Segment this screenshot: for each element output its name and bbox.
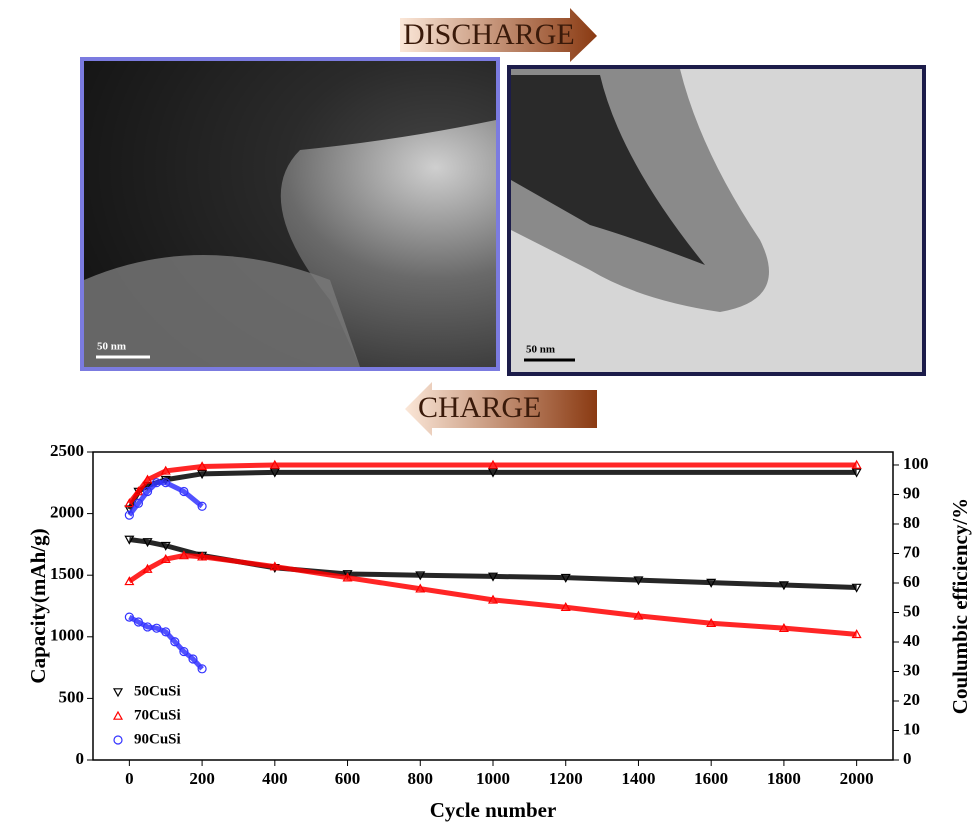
y2-tick-label: 70: [903, 542, 920, 561]
y2-tick-label: 100: [903, 454, 929, 473]
y-tick-label: 500: [59, 687, 85, 706]
x-axis-label: Cycle number: [430, 798, 557, 822]
x-tick-label: 1200: [549, 769, 583, 788]
x-tick-label: 1000: [476, 769, 510, 788]
y2-tick-label: 0: [903, 749, 912, 768]
legend-marker: [114, 712, 122, 719]
y-axis-label: Capacity(mAh/g): [26, 528, 50, 683]
x-tick-label: 400: [262, 769, 288, 788]
series-line: [129, 472, 856, 509]
charge-label: CHARGE: [418, 391, 541, 424]
y2-tick-label: 20: [903, 690, 920, 709]
y2-tick-label: 90: [903, 483, 920, 502]
y2-axis-label: Coulumbic efficiency/%: [948, 498, 972, 714]
legend-label: 70CuSi: [134, 707, 181, 723]
x-tick-label: 2000: [840, 769, 874, 788]
y-tick-label: 1000: [50, 626, 84, 645]
plot-frame: [93, 452, 893, 760]
x-tick-label: 1400: [621, 769, 655, 788]
legend-marker: [114, 689, 122, 696]
legend-marker: [114, 736, 122, 744]
figure: 50 nm 50 nm DISCHARGE CHARGE Capacity(mA…: [0, 0, 980, 829]
y2-tick-label: 30: [903, 660, 920, 679]
scale-label: 50 nm: [97, 341, 126, 353]
x-tick-label: 200: [189, 769, 215, 788]
y2-tick-label: 60: [903, 572, 920, 591]
y2-tick-label: 80: [903, 513, 920, 532]
x-tick-label: 600: [335, 769, 361, 788]
y2-tick-label: 10: [903, 719, 920, 738]
x-tick-label: 0: [125, 769, 134, 788]
scale-label: 50 nm: [526, 344, 555, 356]
y-tick-label: 1500: [50, 564, 84, 583]
y2-tick-label: 50: [903, 601, 920, 620]
x-tick-label: 1800: [767, 769, 801, 788]
discharge-label: DISCHARGE: [403, 18, 575, 51]
x-tick-label: 1600: [694, 769, 728, 788]
x-tick-label: 800: [408, 769, 434, 788]
y-tick-label: 2500: [50, 441, 84, 460]
legend-label: 50CuSi: [134, 683, 181, 699]
y2-tick-label: 40: [903, 631, 920, 650]
legend-label: 90CuSi: [134, 731, 181, 747]
series-line: [129, 617, 202, 669]
y-tick-label: 0: [76, 749, 85, 768]
y-tick-label: 2000: [50, 503, 84, 522]
